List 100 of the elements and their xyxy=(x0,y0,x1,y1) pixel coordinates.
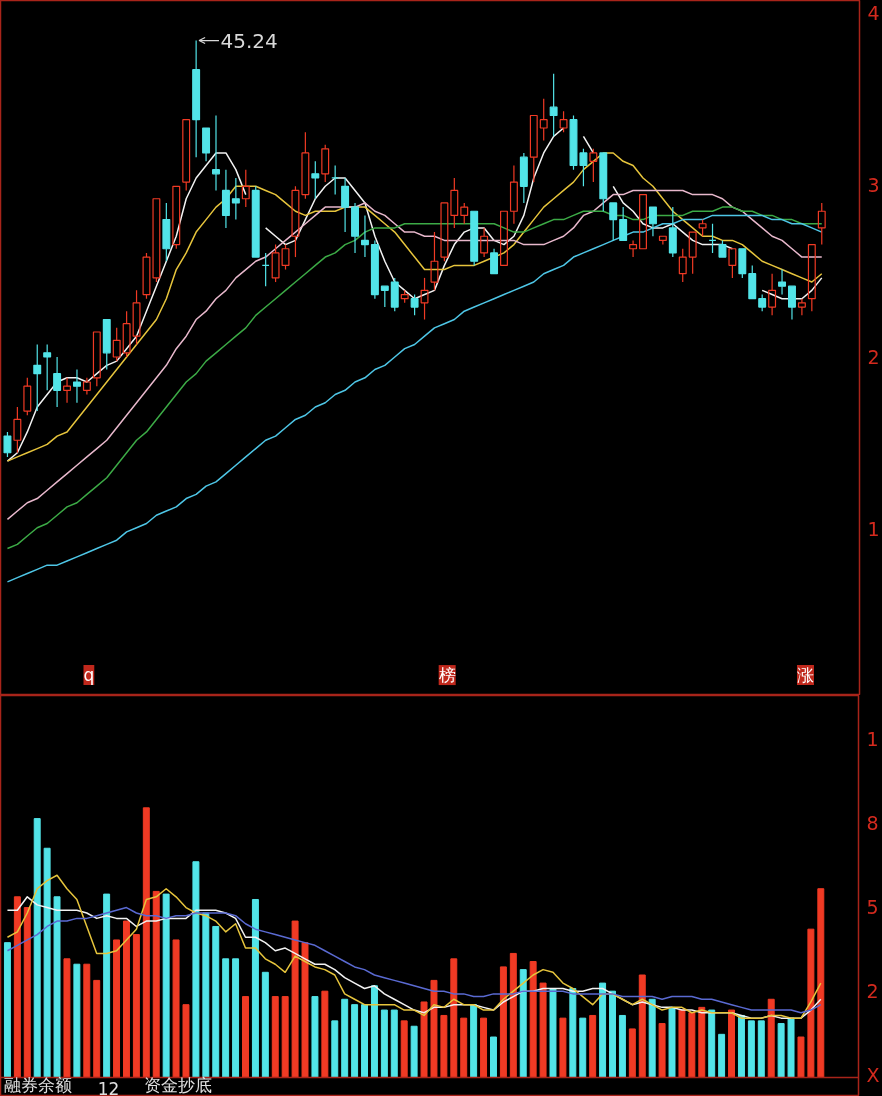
text: 榜 xyxy=(438,665,456,686)
candlestick xyxy=(480,227,489,258)
candlestick xyxy=(629,239,638,258)
bar xyxy=(103,893,111,1078)
bar xyxy=(747,1020,755,1078)
bar xyxy=(321,990,329,1078)
bar xyxy=(13,896,21,1078)
bar xyxy=(271,996,279,1078)
bar xyxy=(450,958,458,1078)
candlestick xyxy=(768,273,777,316)
bar xyxy=(212,925,220,1078)
bar xyxy=(261,971,269,1078)
bar xyxy=(628,1028,636,1078)
bar xyxy=(440,1014,448,1078)
candlestick xyxy=(797,298,806,316)
text: 5 xyxy=(866,895,879,918)
bar xyxy=(390,1009,398,1078)
bar xyxy=(73,963,81,1078)
bar xyxy=(132,934,140,1078)
bar xyxy=(222,958,230,1078)
bar xyxy=(331,1020,339,1078)
text: 涨 xyxy=(796,665,814,686)
bar xyxy=(618,1014,626,1078)
candlestick xyxy=(370,239,379,300)
bar xyxy=(718,1033,726,1078)
bar xyxy=(192,861,200,1078)
annotation: 资金抄底 xyxy=(144,1074,213,1095)
bar xyxy=(777,1023,785,1078)
candlestick xyxy=(33,343,42,412)
bar xyxy=(351,1004,359,1078)
bar xyxy=(599,982,607,1078)
candlestick xyxy=(341,177,350,233)
bar xyxy=(410,1025,418,1078)
bar xyxy=(529,961,537,1078)
bar xyxy=(311,996,319,1078)
bar xyxy=(400,1020,408,1078)
bar xyxy=(370,985,378,1078)
candlestick xyxy=(63,377,72,404)
candlestick xyxy=(360,214,369,258)
bar xyxy=(807,928,815,1078)
bar xyxy=(251,899,259,1078)
candlestick xyxy=(82,377,91,396)
bar xyxy=(678,1009,686,1078)
bar xyxy=(172,939,180,1078)
bar xyxy=(559,1017,567,1078)
bar xyxy=(242,996,249,1078)
bar xyxy=(232,958,240,1078)
text: 12 xyxy=(97,1078,120,1096)
bar xyxy=(291,920,299,1078)
text: 1 xyxy=(867,517,880,540)
candlestick xyxy=(351,202,359,254)
bar xyxy=(579,1017,587,1078)
bar xyxy=(688,1012,696,1078)
bar xyxy=(361,1004,369,1078)
bar xyxy=(3,942,11,1078)
bar xyxy=(658,1023,666,1078)
text: 2 xyxy=(867,345,880,368)
bar xyxy=(123,920,130,1078)
bar xyxy=(698,1006,706,1078)
bar xyxy=(152,890,160,1078)
bar xyxy=(708,1009,716,1078)
bar xyxy=(767,998,775,1078)
bar xyxy=(23,907,31,1078)
bar xyxy=(787,1017,795,1078)
bar xyxy=(797,1036,805,1078)
bar xyxy=(668,1006,676,1078)
bar xyxy=(499,966,507,1078)
bar xyxy=(53,896,61,1078)
bar xyxy=(609,990,616,1078)
bar xyxy=(539,982,547,1078)
bar xyxy=(817,888,825,1078)
bar xyxy=(301,942,309,1078)
annotation: 融券余额 xyxy=(4,1074,73,1095)
bar xyxy=(281,996,289,1078)
bar xyxy=(757,1020,765,1078)
bar xyxy=(341,998,349,1078)
bar xyxy=(460,1017,468,1078)
bar xyxy=(569,987,577,1078)
bar xyxy=(380,1009,388,1078)
text: 2 xyxy=(866,979,879,1002)
bar xyxy=(549,987,557,1078)
bar xyxy=(142,807,150,1078)
bar xyxy=(113,939,121,1078)
bar xyxy=(202,912,210,1078)
text: 1 xyxy=(866,727,879,750)
bar xyxy=(93,979,101,1078)
bar xyxy=(430,979,438,1078)
bar xyxy=(519,969,527,1078)
bar xyxy=(43,847,51,1078)
bar xyxy=(420,1001,428,1078)
candlestick xyxy=(212,114,220,192)
annotation: 45.24 xyxy=(220,28,278,53)
candlestick xyxy=(72,368,81,404)
candlestick xyxy=(221,169,230,229)
text: 8 xyxy=(866,811,879,834)
text: 3 xyxy=(867,173,880,196)
bar xyxy=(63,958,71,1078)
candlestick xyxy=(231,177,240,221)
text: q xyxy=(83,665,95,686)
bar xyxy=(728,1009,736,1078)
